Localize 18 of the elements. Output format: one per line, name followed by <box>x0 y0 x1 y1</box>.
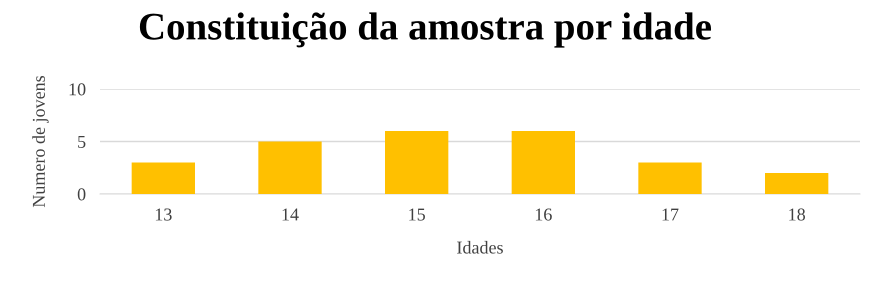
bar <box>512 131 575 194</box>
y-tick-label: 5 <box>78 136 86 148</box>
y-tick-label: 0 <box>78 188 86 200</box>
bar <box>132 162 195 194</box>
x-tick-label: 17 <box>662 208 679 220</box>
x-axis-title: Idades <box>457 240 503 254</box>
chart-title: Constituição da amostra por idade <box>140 12 712 48</box>
x-tick-label: 16 <box>536 208 552 221</box>
x-tick-label: 14 <box>282 208 299 220</box>
bar <box>638 162 702 194</box>
x-tick-label: 15 <box>409 208 425 221</box>
bar <box>765 173 828 194</box>
y-tick-label: 10 <box>70 83 86 96</box>
bar <box>258 142 322 194</box>
x-tick-label: 13 <box>156 208 172 221</box>
bar <box>385 131 448 194</box>
y-axis-title: Numero de jovens <box>32 76 49 208</box>
x-tick-label: 18 <box>789 208 806 221</box>
